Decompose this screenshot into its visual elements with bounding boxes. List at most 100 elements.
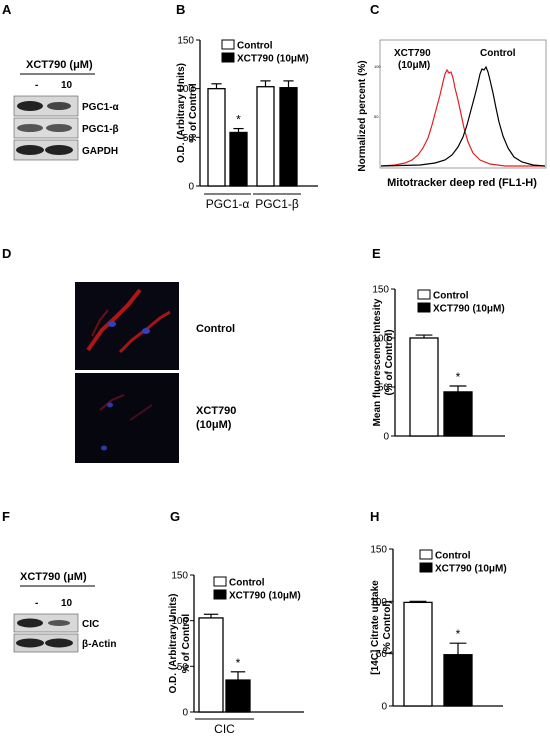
bar-chart-g: G 0 50 100 150 O.D. (Arbitrary Units)% of Con… bbox=[168, 509, 304, 736]
histogram-control-curve bbox=[380, 65, 546, 167]
legend-label-treated: XCT790 (10μM) bbox=[237, 54, 309, 65]
legend-label-control: Control bbox=[435, 551, 471, 562]
band-gapdh-treated bbox=[45, 145, 73, 155]
micrograph-label-treated-line1: XCT790 bbox=[196, 405, 236, 417]
ellipse-31 bbox=[108, 321, 116, 327]
bar-chart-b: B 0 50 100 150 O.D. (Arbitrary Units)% of Con… bbox=[176, 2, 318, 211]
panel-d-letter: D bbox=[2, 246, 11, 261]
histogram-ytick-50: 50 bbox=[374, 114, 379, 119]
histogram-legend-control: Control bbox=[480, 48, 516, 59]
y-axis-label: % of Control bbox=[188, 83, 199, 143]
legend-label-control: Control bbox=[433, 291, 469, 302]
y-axis-label: Mean fluorescence Intesity bbox=[372, 298, 383, 426]
legend-swatch-control bbox=[221, 39, 235, 50]
legend-label-treated: XCT790 (10μM) bbox=[435, 564, 507, 575]
significance-mark: * bbox=[456, 627, 461, 641]
panel-h-letter: H bbox=[370, 509, 379, 524]
bar-treated bbox=[443, 391, 473, 437]
x-category-label: CIC bbox=[214, 722, 235, 736]
y-tick-label: 0 bbox=[381, 702, 387, 713]
significance-mark: * bbox=[236, 113, 241, 127]
ellipse-32 bbox=[142, 328, 150, 334]
blot-a-label-gapdh: GAPDH bbox=[82, 146, 118, 157]
y-tick-label: 50 bbox=[183, 133, 195, 144]
blot-f-label-actin: β-Actin bbox=[82, 639, 116, 650]
panel-f: F XCT790 (μM) - 10 CIC β-Actin bbox=[2, 509, 116, 653]
path-35 bbox=[129, 404, 153, 421]
y-axis-label: O.D. (Arbitrary Units) bbox=[176, 63, 187, 163]
blot-a-label-pgc1a: PGC1-α bbox=[82, 102, 120, 113]
band-cic-treated bbox=[48, 620, 70, 626]
blot-f-lane-treated: 10 bbox=[61, 598, 73, 609]
panel-g-letter: G bbox=[170, 509, 180, 524]
y-tick-label: 0 bbox=[188, 182, 194, 193]
histogram-legend-treated-line1: XCT790 bbox=[394, 48, 431, 59]
legend-label-treated: XCT790 (10μM) bbox=[433, 304, 505, 315]
panel-d: D Control XCT790 (10μM) bbox=[2, 246, 236, 463]
bar-control bbox=[207, 88, 226, 187]
band-gapdh-control bbox=[16, 145, 44, 155]
y-tick-label: 50 bbox=[376, 649, 388, 660]
path-29 bbox=[118, 310, 171, 354]
blot-f-label-cic: CIC bbox=[82, 619, 99, 630]
bar-treated bbox=[443, 654, 473, 707]
path-28 bbox=[86, 288, 142, 352]
x-category-label: PGC1-α bbox=[206, 197, 250, 211]
micrograph-control bbox=[75, 282, 179, 370]
y-tick-label: 0 bbox=[182, 708, 188, 719]
y-tick-label: 50 bbox=[378, 383, 390, 394]
panel-c: C Normalized percent (%) Mitotracker dee… bbox=[357, 2, 547, 189]
legend-label-control: Control bbox=[229, 578, 265, 589]
band-pgc1a-control bbox=[17, 101, 43, 111]
y-tick-label: 150 bbox=[372, 285, 389, 296]
y-tick-label: 50 bbox=[177, 662, 189, 673]
y-axis-label: [14C] Citrate uptake bbox=[370, 580, 381, 675]
y-tick-label: 100 bbox=[370, 597, 387, 608]
band-cic-control bbox=[17, 618, 43, 628]
bar-treated bbox=[279, 87, 298, 187]
bar-control bbox=[409, 337, 439, 437]
y-tick-label: 150 bbox=[171, 571, 188, 582]
blot-a-lane-treated: 10 bbox=[61, 80, 73, 91]
legend-label-treated: XCT790 (10μM) bbox=[229, 591, 301, 602]
legend-swatch-control bbox=[417, 289, 431, 300]
histogram-ylabel: Normalized percent (%) bbox=[357, 60, 368, 171]
bar-control bbox=[198, 617, 224, 713]
band-actin-control bbox=[16, 638, 44, 648]
y-tick-label: 100 bbox=[372, 334, 389, 345]
ellipse-36 bbox=[107, 402, 113, 408]
ellipse-37 bbox=[101, 445, 107, 451]
micrograph-label-control: Control bbox=[196, 323, 235, 335]
y-tick-label: 100 bbox=[177, 84, 194, 95]
blot-a-label-pgc1b: PGC1-β bbox=[82, 124, 119, 135]
band-pgc1b-control bbox=[17, 124, 43, 132]
bar-chart-e: E 0 50 100 150 Mean fluorescence Intesity (% o… bbox=[372, 246, 505, 443]
legend-swatch-treated bbox=[221, 52, 235, 63]
band-pgc1b-treated bbox=[46, 124, 72, 132]
y-tick-label: 150 bbox=[370, 545, 387, 556]
y-axis-label: % of Control bbox=[181, 614, 192, 674]
y-tick-label: 150 bbox=[177, 36, 194, 47]
x-category-label: PGC1-β bbox=[255, 197, 299, 211]
histogram-ytick-100: 100 bbox=[374, 64, 381, 69]
panel-f-letter: F bbox=[2, 509, 10, 524]
histogram-xlabel: Mitotracker deep red (FL1-H) bbox=[387, 177, 537, 189]
panel-a-letter: A bbox=[2, 2, 12, 17]
histogram-frame bbox=[379, 39, 547, 169]
blot-f-lane-control: - bbox=[35, 598, 38, 609]
bar-control bbox=[403, 601, 433, 707]
path-30 bbox=[91, 309, 109, 337]
histogram-legend-treated-line2: (10μM) bbox=[398, 60, 430, 71]
bar-treated bbox=[225, 679, 251, 713]
legend-swatch-control bbox=[213, 576, 227, 587]
panel-c-letter: C bbox=[370, 2, 380, 17]
legend-label-control: Control bbox=[237, 41, 273, 52]
significance-mark: * bbox=[236, 656, 241, 670]
histogram-treated-curve bbox=[380, 68, 545, 167]
micrograph-label-treated-line2: (10μM) bbox=[196, 419, 232, 431]
micrograph-treated bbox=[75, 373, 179, 463]
bar-treated bbox=[229, 131, 248, 187]
band-actin-treated bbox=[45, 638, 73, 648]
y-tick-label: 0 bbox=[383, 432, 389, 443]
